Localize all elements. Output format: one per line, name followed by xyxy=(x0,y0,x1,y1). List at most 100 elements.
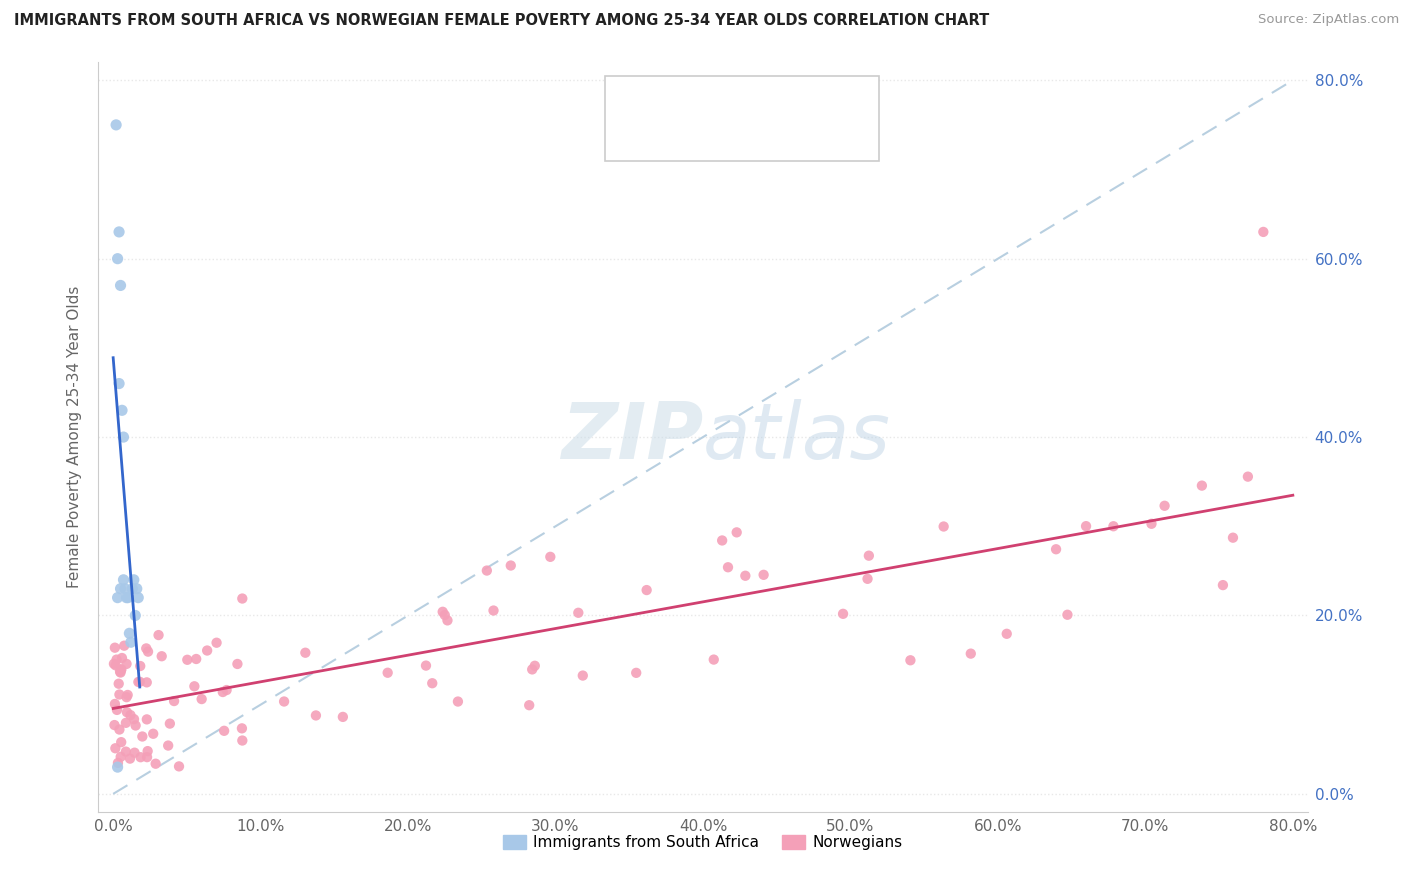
Point xyxy=(107,252,129,266)
Point xyxy=(517,698,540,713)
Point xyxy=(231,733,253,747)
Point xyxy=(145,756,167,771)
Point xyxy=(136,744,159,758)
Point xyxy=(522,662,544,676)
Point xyxy=(626,665,648,680)
Point xyxy=(1074,519,1097,533)
Point xyxy=(112,573,135,587)
Point xyxy=(447,694,470,708)
Point xyxy=(1191,478,1213,492)
Point xyxy=(127,675,149,690)
Point xyxy=(108,225,131,239)
Point xyxy=(112,430,135,444)
Point xyxy=(567,606,589,620)
Text: R =  0.311   N =  21: R = 0.311 N = 21 xyxy=(651,95,806,111)
Point xyxy=(195,643,218,657)
Point xyxy=(105,118,128,132)
Point xyxy=(105,652,128,666)
Point xyxy=(136,750,159,764)
Point xyxy=(104,697,127,711)
Text: ZIP: ZIP xyxy=(561,399,703,475)
Point xyxy=(420,676,443,690)
Point xyxy=(107,760,129,774)
Point xyxy=(167,759,190,773)
Point xyxy=(105,703,128,717)
Point xyxy=(436,614,458,628)
Point xyxy=(108,376,131,391)
Point xyxy=(136,645,159,659)
Point xyxy=(117,591,139,605)
Point xyxy=(1102,519,1125,533)
Point xyxy=(110,663,132,677)
Point xyxy=(108,665,131,679)
Point xyxy=(1212,578,1234,592)
Point xyxy=(110,278,132,293)
Point xyxy=(305,708,328,723)
Point xyxy=(118,626,141,640)
Point xyxy=(932,519,955,533)
Point xyxy=(1140,516,1163,531)
Point xyxy=(377,665,399,680)
Point xyxy=(110,665,132,680)
Point xyxy=(115,591,138,605)
Point xyxy=(129,659,152,673)
Point xyxy=(226,657,249,671)
Point xyxy=(104,658,127,673)
Point xyxy=(1237,469,1260,483)
Point xyxy=(120,708,142,723)
Point xyxy=(122,573,145,587)
Point xyxy=(995,627,1018,641)
Point xyxy=(294,646,316,660)
Point xyxy=(104,640,127,655)
Point xyxy=(332,710,354,724)
Point xyxy=(212,723,235,738)
Point xyxy=(103,718,125,732)
Point xyxy=(273,694,295,708)
Point xyxy=(959,647,981,661)
Point xyxy=(112,639,135,653)
Text: R =  0.354   N =  109: R = 0.354 N = 109 xyxy=(651,129,815,145)
Legend: Immigrants from South Africa, Norwegians: Immigrants from South Africa, Norwegians xyxy=(496,830,910,856)
Point xyxy=(752,567,775,582)
Point xyxy=(703,652,725,666)
Point xyxy=(135,712,157,726)
Point xyxy=(129,750,152,764)
Point xyxy=(1153,499,1175,513)
Point xyxy=(122,712,145,726)
Point xyxy=(734,568,756,582)
Point xyxy=(115,657,138,671)
Point xyxy=(125,582,148,596)
Point xyxy=(636,583,658,598)
Point xyxy=(900,653,922,667)
Point xyxy=(131,730,153,744)
Point xyxy=(108,688,131,702)
Y-axis label: Female Poverty Among 25-34 Year Olds: Female Poverty Among 25-34 Year Olds xyxy=(67,286,83,588)
Point xyxy=(135,675,157,690)
Point xyxy=(108,723,131,737)
Point xyxy=(120,635,142,649)
Point xyxy=(231,722,253,736)
Point xyxy=(121,582,143,596)
Point xyxy=(1056,607,1078,622)
Point xyxy=(127,591,149,605)
Point xyxy=(135,641,157,656)
Point xyxy=(1222,531,1244,545)
Point xyxy=(110,663,132,677)
Point xyxy=(157,739,180,753)
Point xyxy=(858,549,880,563)
Point xyxy=(1253,225,1275,239)
Point xyxy=(118,751,141,765)
Point xyxy=(1045,542,1067,557)
Point xyxy=(110,749,132,764)
Point xyxy=(128,674,150,689)
Point xyxy=(205,636,228,650)
Point xyxy=(103,657,125,671)
Point xyxy=(107,756,129,770)
Point xyxy=(124,718,146,732)
Point xyxy=(115,690,138,705)
Point xyxy=(572,668,595,682)
Point xyxy=(150,649,173,664)
Point xyxy=(215,683,238,698)
Point xyxy=(107,677,129,691)
Point xyxy=(117,688,139,702)
